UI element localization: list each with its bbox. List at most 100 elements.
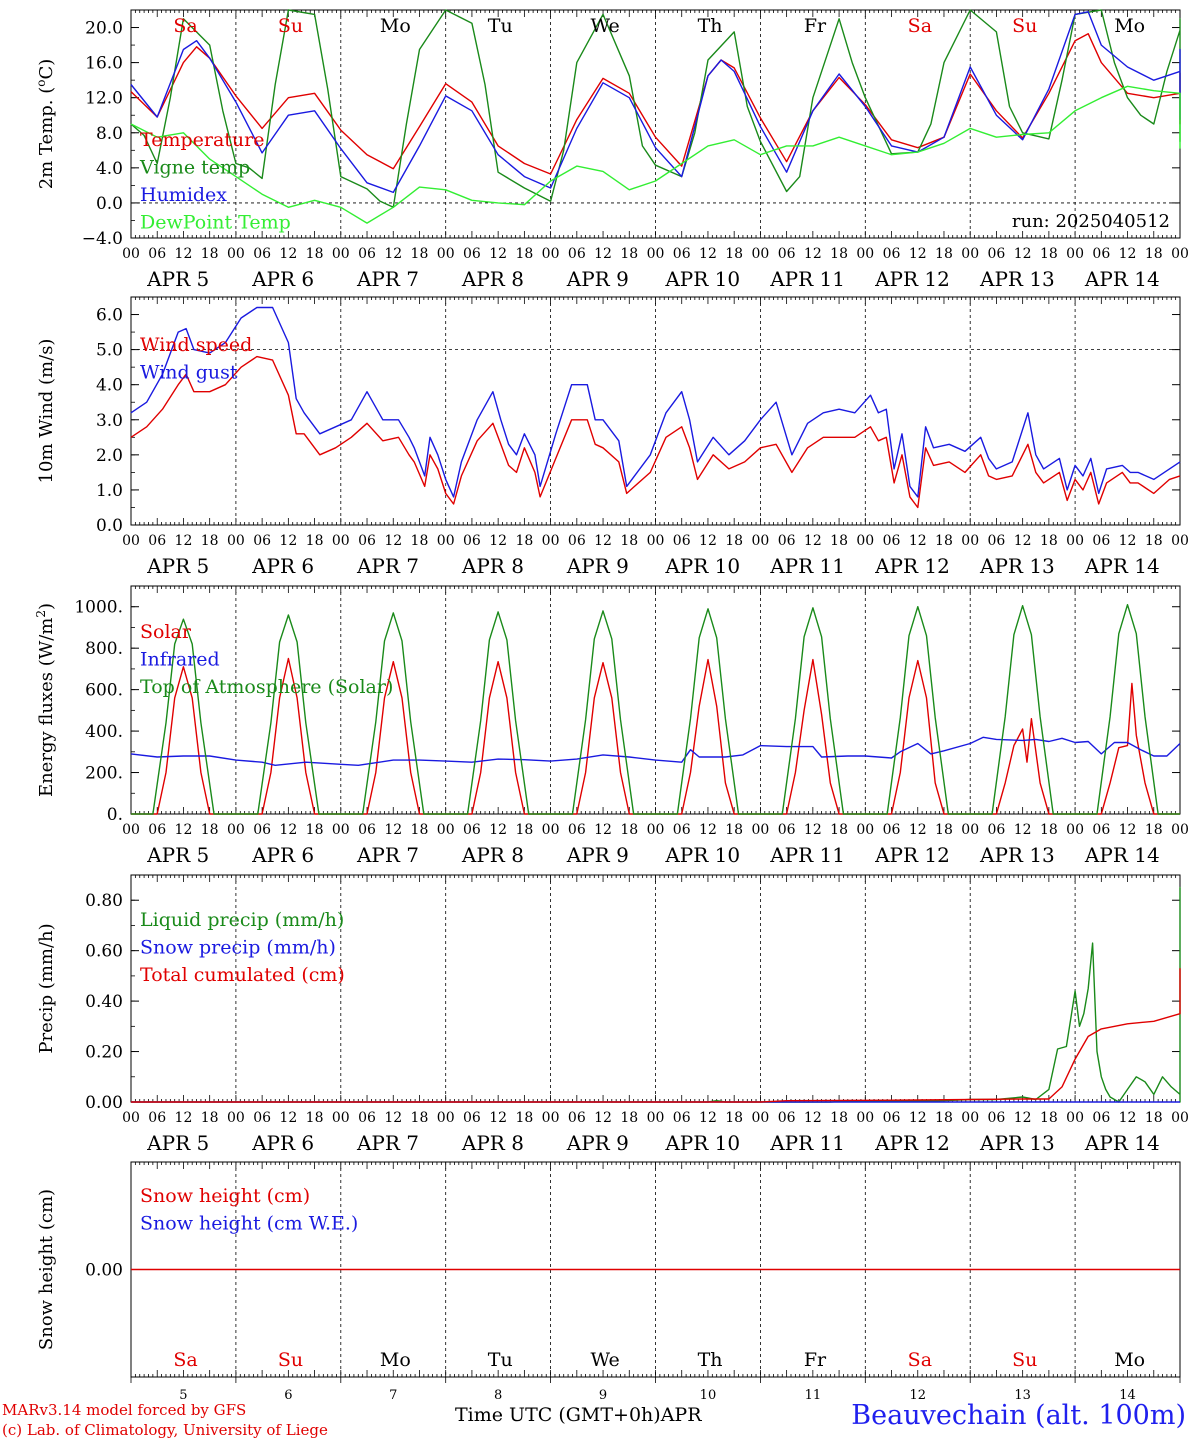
day-number-label: 9 — [599, 1388, 607, 1403]
hour-tick-label: 06 — [1092, 1110, 1110, 1126]
hour-tick-label: 12 — [489, 246, 507, 262]
weekday-label: Th — [698, 1349, 723, 1371]
date-label: APR 6 — [251, 1131, 314, 1155]
hour-tick-label: 12 — [489, 533, 507, 549]
hour-tick-label: 00 — [122, 1110, 140, 1126]
hour-tick-label: 12 — [175, 822, 193, 838]
hour-tick-label: 18 — [830, 1110, 848, 1126]
day-number-label: 8 — [494, 1388, 502, 1403]
weekday-label: Su — [1012, 15, 1037, 37]
hour-tick-label: 06 — [883, 822, 901, 838]
date-label: APR 8 — [461, 1131, 524, 1155]
hour-tick-label: 12 — [594, 1110, 612, 1126]
hour-tick-label: 18 — [306, 246, 324, 262]
y-tick-label: 200. — [85, 764, 123, 784]
hour-tick-label: 18 — [935, 533, 953, 549]
hour-tick-label: 00 — [122, 533, 140, 549]
hour-tick-label: 06 — [463, 822, 481, 838]
weekday-label: Th — [698, 15, 723, 37]
hour-tick-label: 12 — [909, 533, 927, 549]
hour-tick-label: 12 — [594, 533, 612, 549]
hour-tick-label: 18 — [1145, 1110, 1163, 1126]
weekday-label: Tu — [488, 1349, 513, 1371]
hour-tick-label: 12 — [699, 1110, 717, 1126]
hour-tick-label: 00 — [647, 822, 665, 838]
date-label: APR 8 — [461, 267, 524, 291]
legend-green-label: Top of Atmosphere (Solar) — [140, 676, 393, 698]
y-tick-label: 1000. — [74, 598, 123, 618]
hour-tick-label: 18 — [1040, 822, 1058, 838]
hour-tick-label: 06 — [253, 246, 271, 262]
hour-tick-label: 18 — [830, 246, 848, 262]
panel-5: 0.00 Snow height (cm) Snow height (cm) Snow… — [36, 1161, 1181, 1403]
hour-tick-label: 18 — [201, 822, 219, 838]
station-name: Beauvechain (alt. 100m) — [851, 1400, 1186, 1431]
hour-tick-label: 06 — [148, 246, 166, 262]
hour-tick-label: 18 — [306, 1110, 324, 1126]
hour-tick-label: 18 — [620, 533, 638, 549]
month-label: APR — [660, 1404, 702, 1426]
date-label: APR 14 — [1084, 554, 1160, 578]
date-label: APR 7 — [356, 554, 419, 578]
hour-tick-label: 06 — [568, 822, 586, 838]
panel-4: 0.00 0.20 0.40 0.60 0.80 Precip (mm/h) Liquid … — [36, 874, 1189, 1155]
date-label: APR 12 — [874, 554, 950, 578]
date-label: APR 7 — [356, 267, 419, 291]
hour-tick-label: 00 — [856, 1110, 874, 1126]
hour-tick-label: 12 — [909, 246, 927, 262]
hour-tick-label: 18 — [306, 822, 324, 838]
hour-tick-label: 18 — [620, 822, 638, 838]
hour-tick-label: 12 — [699, 533, 717, 549]
series-humidex — [130, 11, 1181, 194]
weekday-label: Mo — [380, 1349, 411, 1371]
date-label: APR 10 — [664, 843, 740, 867]
legend-red-label: Wind speed — [140, 334, 252, 356]
hour-tick-label: 00 — [332, 822, 350, 838]
hour-tick-label: 12 — [489, 1110, 507, 1126]
hour-tick-label: 06 — [568, 246, 586, 262]
hour-tick-label: 18 — [201, 533, 219, 549]
hour-tick-label: 18 — [411, 822, 429, 838]
y-axis-label: 2m Temp. (oC) — [34, 59, 57, 190]
weekday-label: Sa — [173, 1349, 197, 1371]
hour-tick-label: 18 — [935, 246, 953, 262]
hour-tick-label: 12 — [279, 822, 297, 838]
y-tick-label: 3.0 — [96, 411, 123, 431]
hour-tick-label: 00 — [647, 246, 665, 262]
y-axis-label: 10m Wind (m/s) — [36, 339, 57, 484]
hour-tick-label: 00 — [1066, 1110, 1084, 1126]
y-tick-label: 12.0 — [85, 89, 123, 109]
hour-tick-label: 06 — [358, 246, 376, 262]
y-tick-label: 4.0 — [96, 159, 123, 179]
hour-tick-label: 00 — [437, 533, 455, 549]
hour-tick-label: 12 — [175, 533, 193, 549]
hour-tick-label: 00 — [1066, 246, 1084, 262]
hour-tick-label: 12 — [699, 246, 717, 262]
hour-tick-label: 06 — [778, 533, 796, 549]
date-label: APR 14 — [1084, 1131, 1160, 1155]
hour-tick-label: 00 — [227, 533, 245, 549]
hour-tick-label: 12 — [279, 533, 297, 549]
hour-tick-label: 06 — [988, 533, 1006, 549]
weekday-label: Mo — [1114, 1349, 1145, 1371]
hour-tick-label: 12 — [384, 822, 402, 838]
y-tick-label: 1.0 — [96, 481, 123, 501]
hour-tick-label: 18 — [201, 246, 219, 262]
hour-tick-label: 06 — [358, 533, 376, 549]
time-utc-label: Time UTC (GMT+0h) — [455, 1404, 661, 1426]
hour-tick-label: 00 — [227, 822, 245, 838]
y-axis-label: Precip (mm/h) — [36, 923, 57, 1053]
date-label: APR 9 — [566, 267, 629, 291]
legend-blue-label: Humidex — [140, 184, 227, 206]
hour-tick-label: 18 — [1145, 533, 1163, 549]
weekday-label: Sa — [173, 15, 197, 37]
hour-tick-label: 12 — [1014, 1110, 1032, 1126]
panel-1: −4.0 0.0 4.0 8.0 12.0 16.0 20.0 2m Temp. (oC) Te… — [34, 9, 1189, 291]
hour-tick-label: 18 — [1040, 246, 1058, 262]
hour-tick-label: 18 — [515, 1110, 533, 1126]
date-label: APR 11 — [769, 554, 845, 578]
degree-superscript: o — [34, 80, 48, 87]
series-wind-speed — [130, 355, 1181, 509]
day-number-label: 11 — [805, 1388, 822, 1403]
